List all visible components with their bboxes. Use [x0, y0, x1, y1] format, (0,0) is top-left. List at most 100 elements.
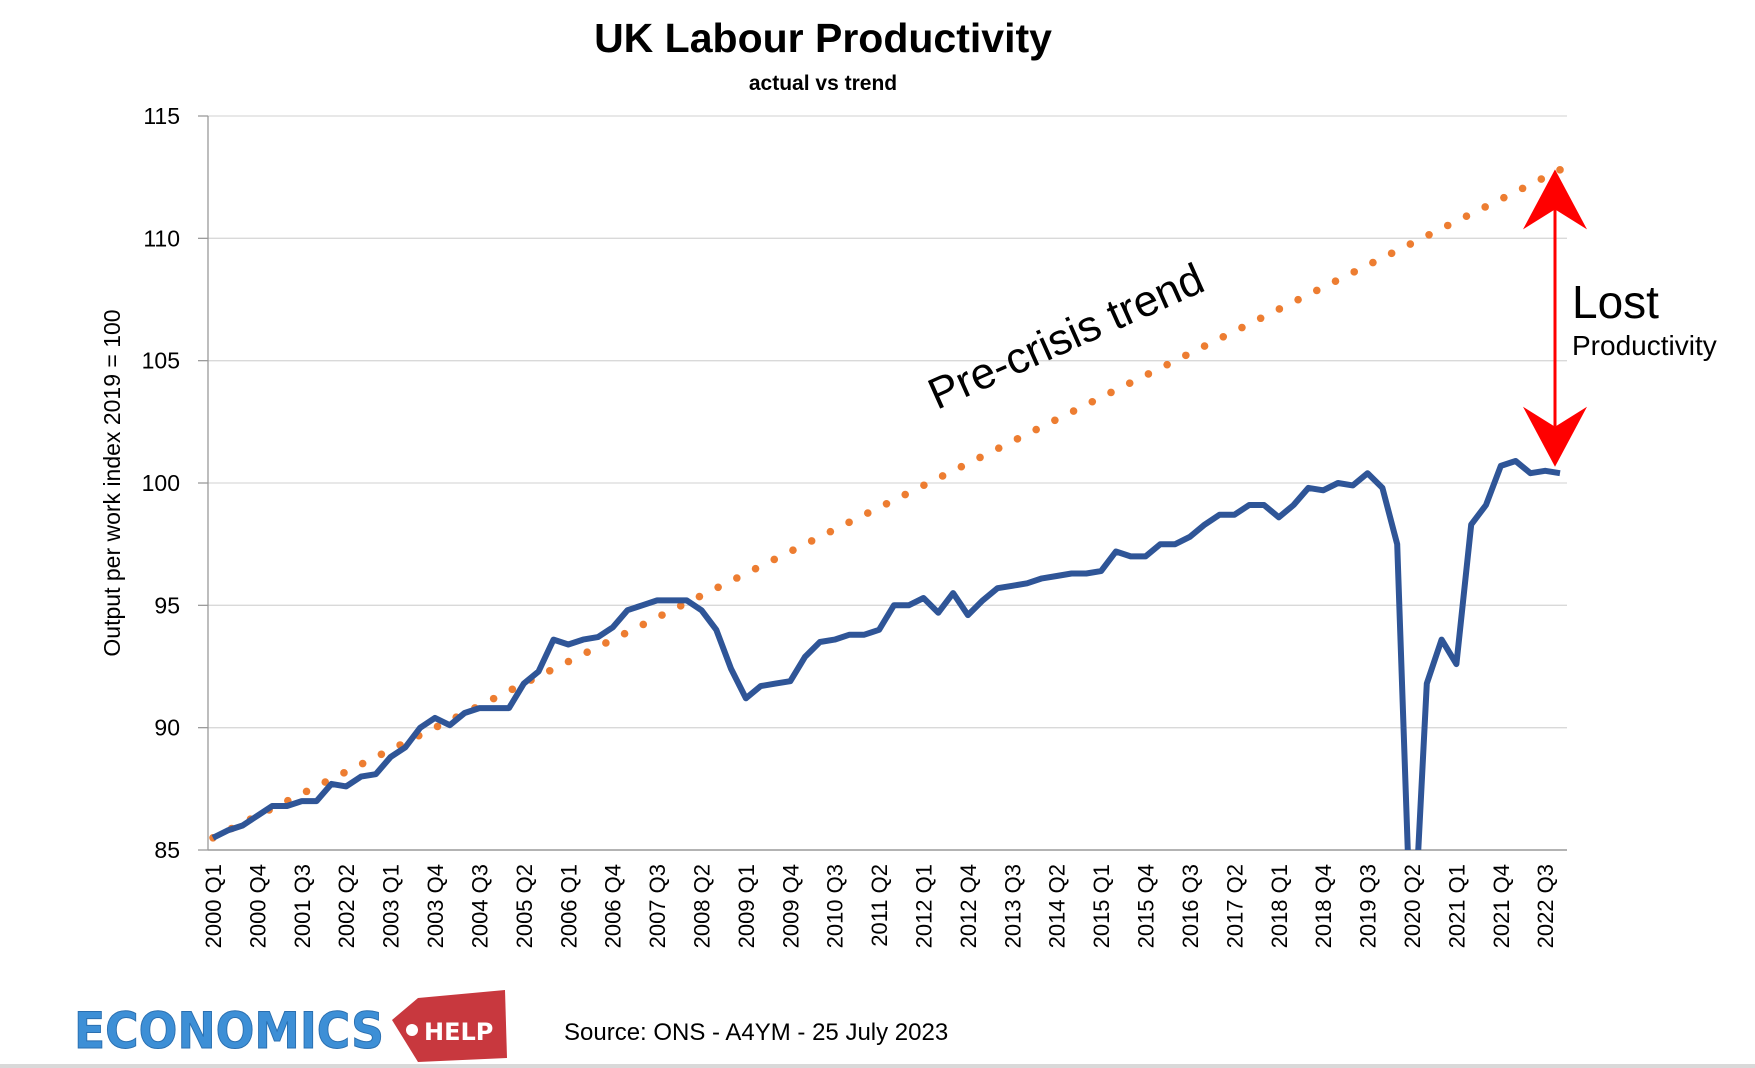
trend-dot [789, 546, 797, 554]
trend-dot [807, 537, 816, 545]
trend-dot [826, 527, 835, 536]
logo-tag-shape [392, 990, 507, 1062]
gap-label-lost: Lost [1572, 276, 1659, 328]
trend-dot [1107, 388, 1115, 397]
trend-dot [508, 685, 517, 694]
trend-dot [957, 462, 966, 471]
x-tick-label: 2006 Q4 [601, 864, 626, 948]
x-tick-label: 2003 Q4 [423, 864, 448, 948]
x-tick-label: 2012 Q4 [956, 864, 981, 948]
x-tick-label: 2002 Q2 [334, 864, 359, 948]
trend-dot [1013, 435, 1022, 443]
source-note: Source: ONS - A4YM - 25 July 2023 [564, 1019, 948, 1046]
trend-dot [377, 750, 386, 759]
trend-dot [1500, 193, 1508, 202]
x-tick-label: 2015 Q1 [1089, 864, 1114, 948]
logo-tag-hole [406, 1024, 418, 1036]
trend-dot [602, 639, 610, 647]
y-tick-label: 95 [154, 592, 180, 618]
trend-dot [770, 555, 779, 564]
x-tick-label: 2004 Q3 [467, 864, 492, 948]
trend-dot [1369, 258, 1377, 267]
trend-dot [433, 722, 442, 731]
trend-label: Pre-crisis trend [921, 254, 1211, 419]
trend-dot [302, 787, 311, 796]
x-tick-label: 2021 Q4 [1489, 864, 1514, 948]
arrow-head-down [1523, 406, 1587, 467]
trend-dot [1069, 407, 1078, 415]
trend-dot [564, 657, 573, 666]
trend-dot [938, 472, 947, 480]
trend-dot [1312, 286, 1321, 295]
trend-dot [620, 629, 629, 638]
trend-dot [1294, 295, 1302, 304]
x-tick-label: 2015 Q4 [1134, 864, 1159, 948]
trend-dot [321, 778, 330, 786]
trend-dot [1144, 370, 1153, 378]
x-tick-label: 2001 Q3 [290, 864, 315, 948]
economics-help-logo: ECONOMICS HELP [74, 990, 507, 1062]
x-tick-label: 2000 Q1 [201, 864, 226, 948]
trend-dot [676, 602, 685, 610]
x-tick-label: 2018 Q1 [1267, 864, 1292, 948]
trend-dot [658, 611, 666, 619]
x-tick-label: 2003 Q1 [379, 864, 404, 948]
chart-subtitle: actual vs trend [749, 72, 897, 95]
trend-dot [714, 583, 722, 592]
lost-productivity-arrow [1523, 169, 1587, 467]
trend-dot [639, 620, 648, 629]
x-tick-label: 2008 Q2 [689, 864, 714, 948]
x-tick-label: 2009 Q1 [734, 864, 759, 948]
y-tick-label: 90 [154, 715, 180, 741]
trend-dot [1481, 203, 1489, 211]
trend-dot [1331, 277, 1340, 285]
x-tick-label: 2016 Q3 [1178, 864, 1203, 948]
trend-dot [882, 499, 891, 508]
trend-dot [976, 453, 984, 462]
y-tick-label: 115 [143, 103, 180, 129]
trend-dot [1163, 360, 1171, 369]
x-tick-label: 2011 Q2 [867, 864, 892, 947]
trend-dot [1275, 305, 1284, 313]
x-tick-label: 2006 Q1 [556, 864, 581, 948]
x-tick-label: 2013 Q3 [1000, 864, 1025, 948]
trend-dot [1462, 212, 1471, 221]
x-tick-label: 2021 Q1 [1444, 864, 1469, 948]
trend-dot [863, 509, 872, 517]
trend-dot [1125, 379, 1134, 387]
trend-dot [1556, 166, 1564, 174]
trend-dot [358, 759, 367, 768]
x-tick-label: 2022 Q3 [1533, 864, 1558, 948]
trend-dot [1256, 314, 1265, 323]
x-tick-label: 2014 Q2 [1045, 864, 1070, 948]
trend-dot [901, 490, 910, 499]
x-tick-label: 2000 Q4 [245, 864, 270, 948]
trend-dot [845, 518, 853, 527]
actual-productivity-line [211, 458, 1561, 850]
gap-label-productivity: Productivity [1572, 330, 1717, 361]
logo-tag: HELP [424, 1018, 493, 1046]
trend-dot [1182, 351, 1190, 360]
trend-dot [1238, 323, 1246, 332]
trend-dot [1088, 397, 1097, 406]
trend-dot [994, 444, 1003, 452]
trend-dot [1518, 184, 1527, 193]
trend-dot [1200, 342, 1209, 350]
x-tick-label: 2017 Q2 [1222, 864, 1247, 948]
trend-dot [583, 648, 591, 657]
trend-dot [1387, 249, 1396, 258]
x-tick-label: 2005 Q2 [512, 864, 537, 948]
x-tick-label: 2012 Q1 [912, 864, 937, 948]
x-tick-label: 2009 Q4 [778, 864, 803, 948]
trend-dot [1537, 175, 1546, 183]
y-tick-label: 85 [154, 837, 180, 863]
chart-title: UK Labour Productivity [594, 15, 1052, 61]
y-tick-label: 110 [143, 225, 180, 251]
arrow-head-up [1523, 169, 1587, 230]
footer-divider [0, 1064, 1755, 1068]
y-axis-label: Output per work index 2019 = 100 [99, 309, 125, 656]
y-tick-label: 100 [142, 470, 180, 496]
trend-dot [733, 574, 741, 582]
trend-dot [545, 666, 554, 675]
